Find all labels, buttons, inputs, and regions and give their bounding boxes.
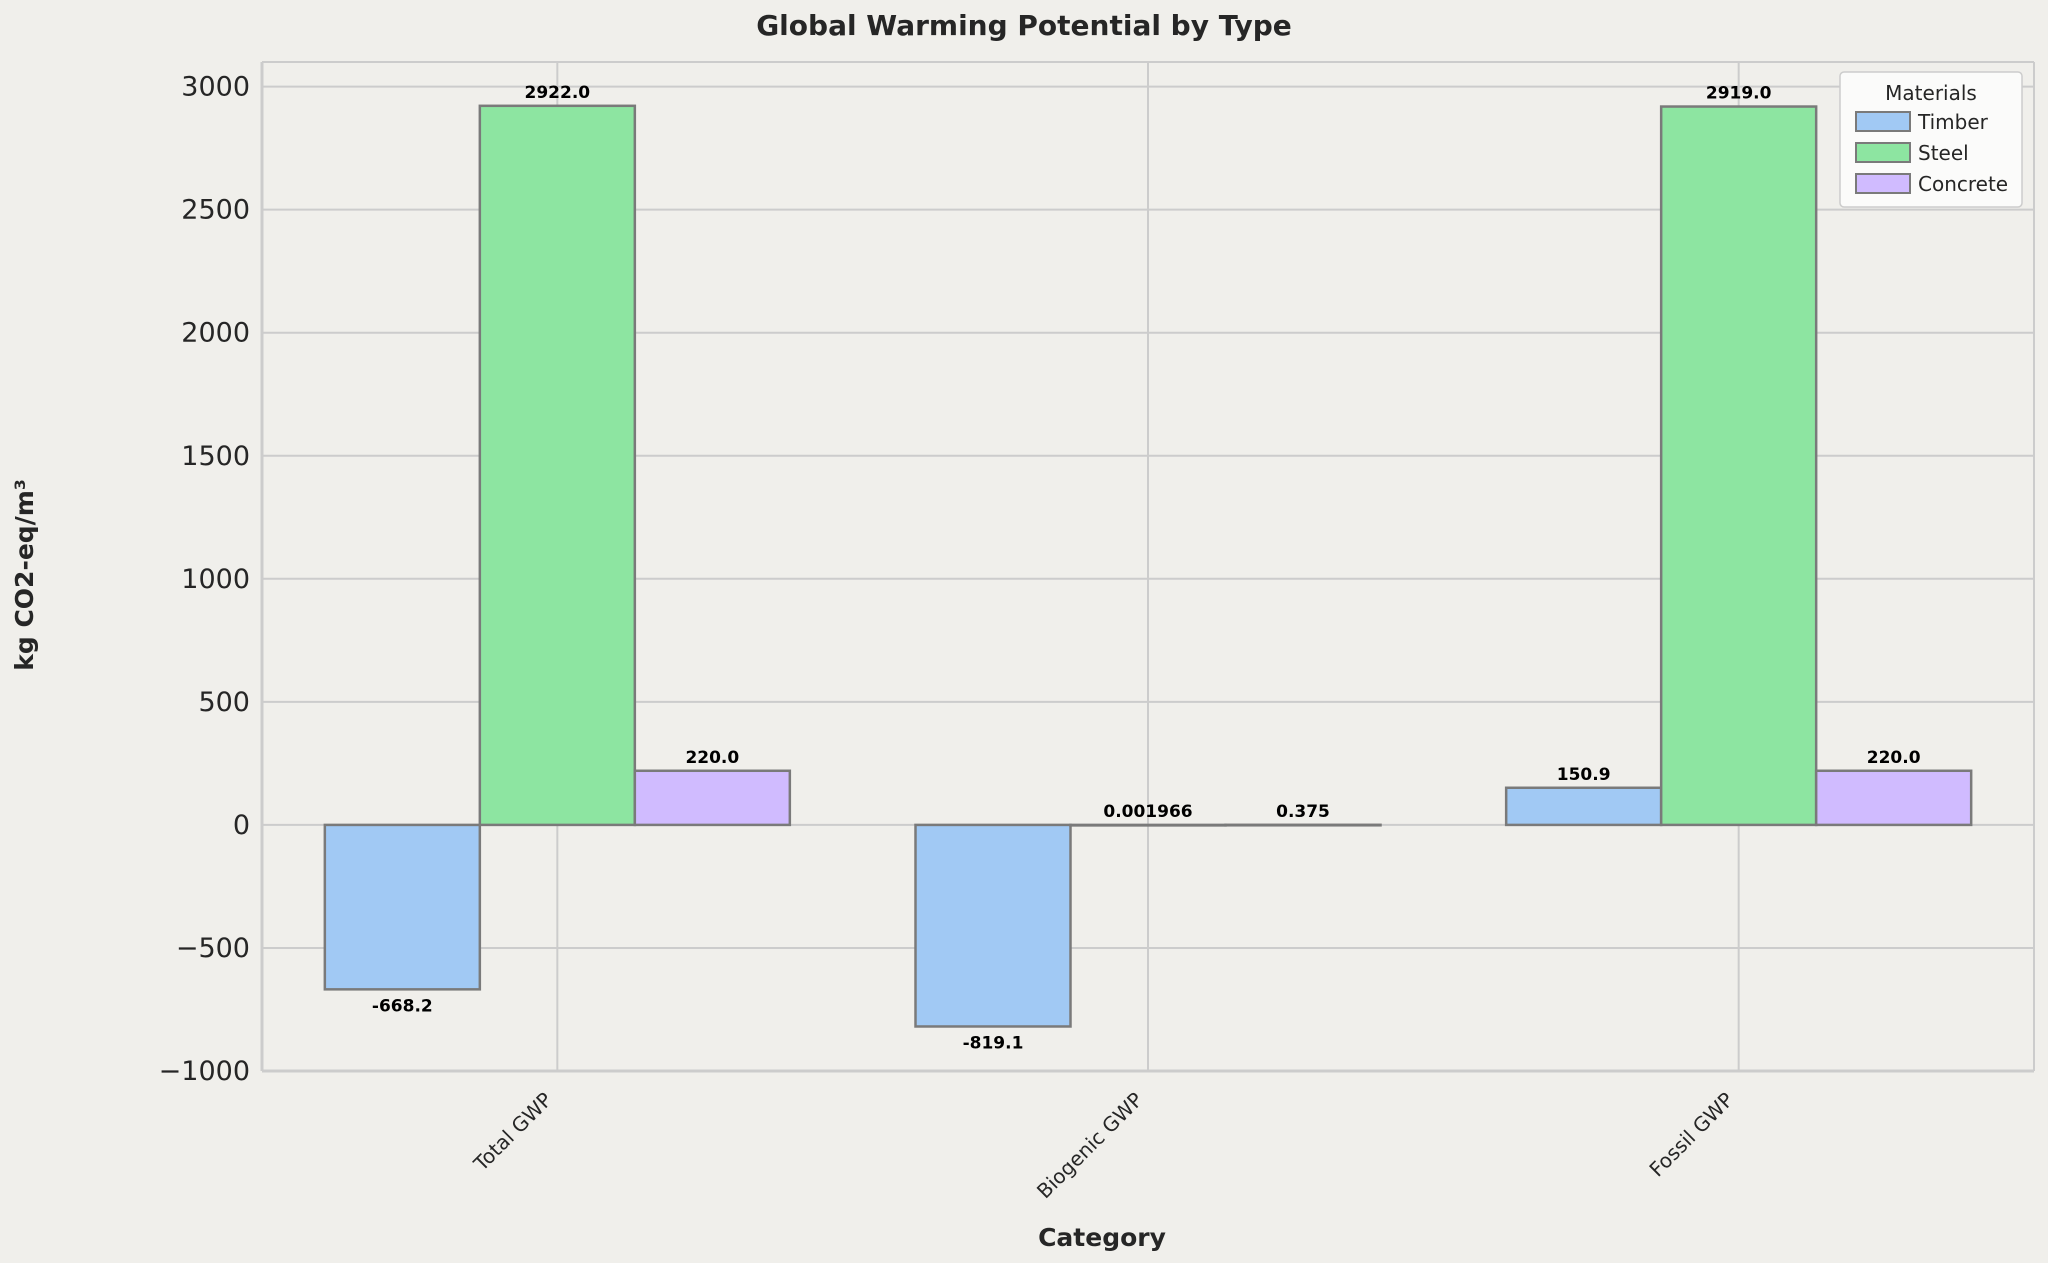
legend-label-concrete: Concrete — [1918, 172, 2008, 196]
bar-concrete — [633, 769, 792, 827]
y-tick-labels: −1000 −500 0 500 1000 1500 2000 2500 3000 — [159, 72, 250, 1087]
data-label: 0.001966 — [1103, 802, 1192, 822]
y-tick-label: 2000 — [181, 318, 250, 349]
legend: Materials Timber Steel Concrete — [1839, 71, 2023, 208]
legend-label-timber: Timber — [1917, 110, 1989, 134]
bar-timber — [323, 823, 482, 991]
bar-steel — [1069, 823, 1227, 827]
bar-steel — [478, 104, 637, 827]
legend-swatch-timber — [1855, 111, 1911, 132]
y-tick-label: −500 — [176, 933, 250, 964]
bar-steel — [1659, 105, 1818, 827]
x-axis-title: Category — [1038, 1223, 1166, 1252]
data-label: 2922.0 — [525, 83, 591, 103]
y-tick-label: 1000 — [181, 564, 250, 595]
y-tick-label: 500 — [198, 687, 250, 718]
data-label: 0.375 — [1276, 802, 1330, 822]
y-axis-title: kg CO2-eq/m³ — [10, 479, 39, 671]
chart-title: Global Warming Potential by Type — [756, 9, 1292, 42]
y-tick-label: 2500 — [181, 195, 250, 226]
data-label: 220.0 — [1867, 748, 1921, 768]
bar-timber — [914, 823, 1072, 1028]
bars — [323, 104, 1973, 1028]
bar-concrete — [1814, 769, 1973, 827]
data-labels: -668.2 -819.1 150.9 2922.0 0.001966 2919.0 220… — [372, 83, 1921, 1054]
bar-concrete — [1224, 823, 1382, 827]
data-label: 2919.0 — [1706, 84, 1772, 104]
y-tick-label: 3000 — [181, 72, 250, 103]
legend-items: Timber Steel Concrete — [1855, 110, 2008, 196]
y-tick-label: 1500 — [181, 441, 250, 472]
legend-swatch-concrete — [1855, 173, 1911, 194]
legend-label-steel: Steel — [1918, 141, 1969, 165]
data-label: 150.9 — [1557, 765, 1611, 785]
data-label: -819.1 — [963, 1033, 1024, 1053]
y-tick-label: 0 — [233, 810, 250, 841]
data-label: -668.2 — [372, 996, 433, 1016]
bar-timber — [1504, 786, 1663, 827]
legend-swatch-steel — [1855, 142, 1911, 163]
legend-title: Materials — [1885, 81, 1977, 105]
data-label: 220.0 — [685, 748, 739, 768]
y-tick-label: −1000 — [159, 1056, 250, 1087]
axes — [260, 61, 2035, 1073]
